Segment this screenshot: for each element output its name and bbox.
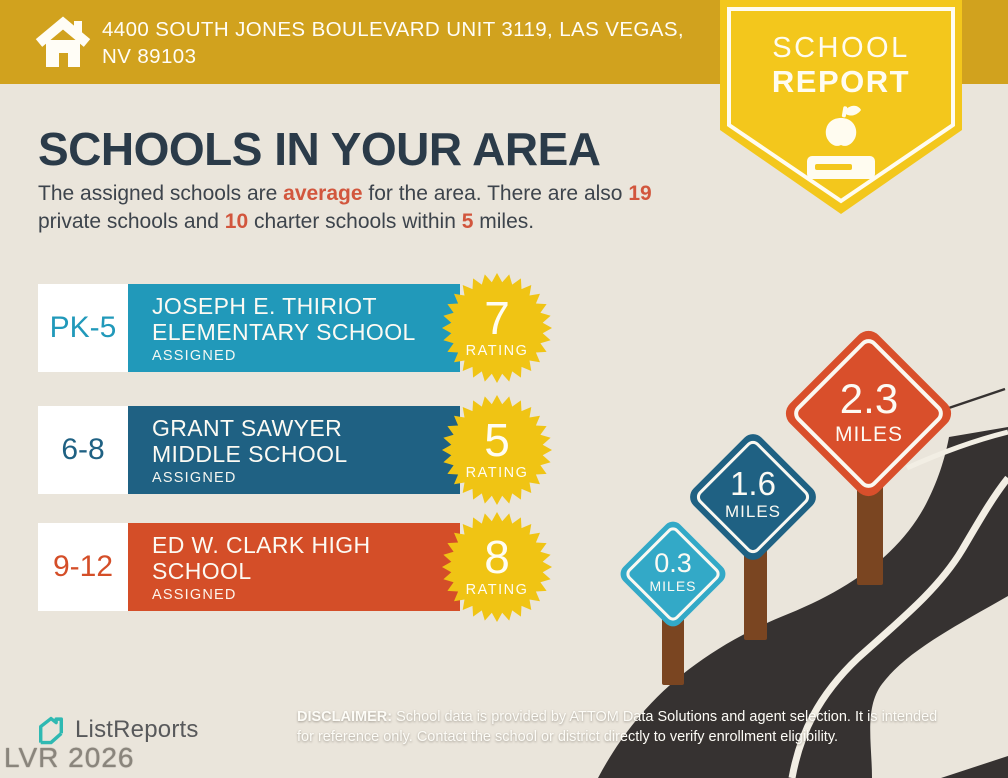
- disclaimer-text: DISCLAIMER: School data is provided by A…: [297, 708, 1008, 747]
- assigned-label: ASSIGNED: [152, 586, 237, 603]
- school-row-high: 9-12 ED W. CLARK HIGH SCHOOL ASSIGNED 8 …: [38, 512, 552, 622]
- intro-segment: for the area. There are also: [362, 182, 629, 205]
- sign-label: 1.6 MILES: [683, 466, 823, 522]
- school-bar: ED W. CLARK HIGH SCHOOL ASSIGNED: [128, 523, 460, 611]
- distance-value: 2.3: [839, 375, 899, 422]
- badge-line-2: REPORT: [772, 64, 910, 99]
- school-row-elementary: PK-5 JOSEPH E. THIRIOT ELEMENTARY SCHOOL…: [38, 273, 552, 383]
- page-title: SCHOOLS IN YOUR AREA: [38, 123, 601, 175]
- intro-highlight-private-count: 19: [628, 182, 652, 205]
- distance-value: 0.3: [654, 548, 692, 578]
- road-center-line: [788, 475, 1008, 778]
- sign-label: 0.3 MILES: [603, 548, 743, 595]
- rating-starburst: 5 RATING: [442, 395, 552, 505]
- school-bar: GRANT SAWYER MIDDLE SCHOOL ASSIGNED: [128, 406, 460, 494]
- road-body: [598, 427, 1008, 778]
- road-corner-wedge: [941, 756, 1008, 778]
- school-name: GRANT SAWYER MIDDLE SCHOOL: [152, 414, 348, 467]
- road-edge-line: [905, 429, 1008, 471]
- address-line-1: 4400 SOUTH JONES BOULEVARD UNIT 3119, LA…: [102, 18, 685, 41]
- intro-segment: private schools and: [38, 210, 225, 233]
- house-icon: [35, 16, 91, 67]
- assigned-label: ASSIGNED: [152, 469, 237, 486]
- property-address: 4400 SOUTH JONES BOULEVARD UNIT 3119, LA…: [102, 16, 684, 70]
- rating-label: RATING: [466, 465, 529, 481]
- distance-unit: MILES: [834, 423, 904, 446]
- distance-unit: MILES: [649, 578, 697, 594]
- rating-value: 7: [484, 292, 510, 344]
- school-row-middle: 6-8 GRANT SAWYER MIDDLE SCHOOL ASSIGNED …: [38, 395, 552, 505]
- school-report-badge: SCHOOL REPORT: [720, 0, 962, 214]
- rating-label: RATING: [466, 582, 529, 598]
- disclaimer-label: DISCLAIMER:: [297, 709, 393, 725]
- address-line-2: NV 89103: [102, 45, 197, 68]
- assigned-label: ASSIGNED: [152, 347, 237, 364]
- listreports-house-icon: [39, 716, 64, 745]
- starburst-shape: [442, 512, 552, 622]
- apple-icon: [825, 105, 861, 146]
- rating-label: RATING: [466, 343, 529, 359]
- grade-range-badge: 9-12: [38, 523, 128, 611]
- intro-highlight-average: average: [283, 182, 363, 205]
- disclaimer-line-2: for reference only. Contact the school o…: [297, 728, 839, 745]
- rating-starburst: 7 RATING: [442, 273, 552, 383]
- grade-range-badge: 6-8: [38, 406, 128, 494]
- distance-value: 1.6: [730, 465, 776, 502]
- badge-inner-border: [727, 7, 955, 204]
- disclaimer-line-1: School data is provided by ATTOM Data So…: [392, 709, 938, 725]
- distance-unit: MILES: [724, 502, 782, 521]
- sign-label: 2.3 MILES: [799, 376, 939, 447]
- rating-value: 8: [484, 531, 510, 583]
- watermark: LVR 2026: [4, 742, 135, 773]
- listreports-logo: ListReports: [36, 714, 199, 746]
- starburst-shape: [442, 273, 552, 383]
- intro-highlight-radius: 5: [461, 210, 474, 233]
- intro-highlight-charter-count: 10: [224, 210, 249, 233]
- rating-value: 5: [484, 414, 510, 466]
- book-icon: [807, 156, 875, 179]
- intro-text: The assigned schools are average for the…: [38, 180, 738, 236]
- rating-starburst: 8 RATING: [442, 512, 552, 622]
- intro-segment: miles.: [473, 210, 535, 233]
- badge-line-1: SCHOOL: [772, 32, 909, 64]
- intro-segment: The assigned schools are: [38, 182, 284, 205]
- starburst-shape: [442, 395, 552, 505]
- brand-name: ListReports: [75, 716, 199, 743]
- school-name: ED W. CLARK HIGH SCHOOL: [152, 531, 371, 584]
- intro-segment: charter schools within: [248, 210, 462, 233]
- grade-range-badge: PK-5: [38, 284, 128, 372]
- school-name: JOSEPH E. THIRIOT ELEMENTARY SCHOOL: [152, 292, 416, 345]
- school-bar: JOSEPH E. THIRIOT ELEMENTARY SCHOOL ASSI…: [128, 284, 460, 372]
- house-door: [59, 53, 68, 67]
